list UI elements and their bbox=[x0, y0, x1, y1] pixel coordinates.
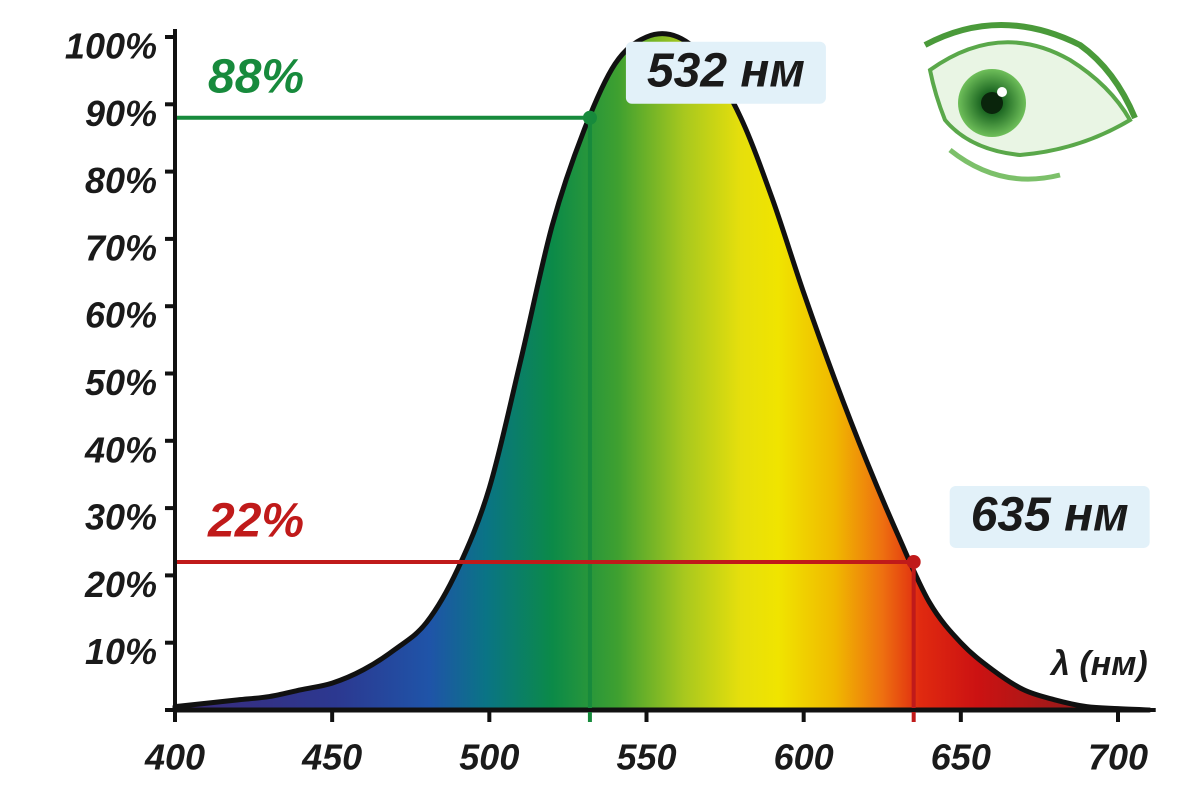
x-tick-label: 500 bbox=[459, 737, 519, 778]
marker-point bbox=[582, 110, 597, 125]
y-tick-label: 40% bbox=[84, 429, 157, 470]
eye-icon bbox=[923, 22, 1138, 182]
y-tick-label: 80% bbox=[85, 160, 157, 201]
marker-x-label: 532 нм bbox=[647, 44, 805, 97]
x-tick-label: 400 bbox=[144, 737, 205, 778]
y-tick-label: 20% bbox=[84, 564, 157, 605]
x-tick-label: 600 bbox=[774, 737, 834, 778]
marker-x-label: 635 нм bbox=[971, 489, 1129, 542]
y-tick-label: 10% bbox=[85, 631, 157, 672]
marker-x-label-box bbox=[625, 41, 826, 104]
marker-x-label-box bbox=[949, 485, 1150, 548]
y-tick-label: 70% bbox=[85, 227, 157, 268]
x-tick-label: 700 bbox=[1088, 737, 1148, 778]
curve-area bbox=[172, 31, 1152, 713]
marker-point bbox=[906, 554, 921, 569]
marker-y-label: 88% bbox=[208, 50, 304, 103]
y-tick-label: 60% bbox=[85, 295, 157, 336]
y-tick-label: 100% bbox=[65, 26, 157, 67]
y-tick-label: 90% bbox=[85, 93, 157, 134]
y-tick-label: 30% bbox=[85, 497, 157, 538]
x-tick-label: 650 bbox=[931, 737, 991, 778]
x-tick-label: 450 bbox=[301, 737, 362, 778]
x-tick-label: 550 bbox=[616, 737, 676, 778]
marker-y-label: 22% bbox=[207, 495, 304, 548]
x-axis-label: λ (нм) bbox=[1049, 645, 1148, 683]
y-tick-label: 50% bbox=[85, 362, 157, 403]
